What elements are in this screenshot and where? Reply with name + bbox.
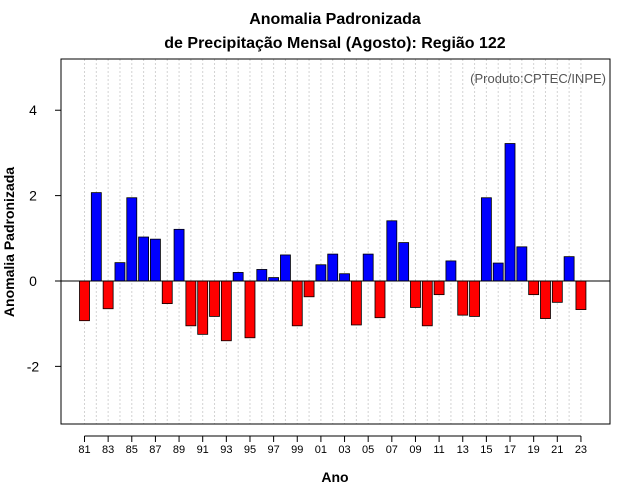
bar-1984: [114, 262, 126, 282]
bars-group: [79, 143, 587, 342]
bar-1997: [268, 277, 280, 282]
bar-2008: [398, 242, 410, 282]
bar-1992: [209, 280, 220, 317]
bar-2001: [315, 264, 327, 282]
bar-1988: [161, 280, 173, 305]
bar-1987: [150, 238, 161, 282]
x-tick-label-15: 15: [480, 444, 492, 456]
bar-1993: [220, 280, 232, 342]
x-tick-label-93: 93: [220, 444, 232, 456]
y-tick-label--2: -2: [27, 358, 40, 374]
x-tick-label-23: 23: [575, 444, 587, 456]
bar-1986: [138, 236, 150, 282]
chart-title-line1: Anomalia Padronizada: [249, 11, 421, 28]
bar-1996: [256, 269, 268, 282]
bar-2003: [339, 273, 350, 282]
x-tick-label-89: 89: [173, 444, 185, 456]
y-tick-label-4: 4: [29, 102, 37, 118]
bar-1999: [291, 280, 303, 327]
x-tick-label-87: 87: [149, 444, 161, 456]
y-axis: -2 0 2 4: [27, 102, 62, 374]
x-axis-label: Ano: [321, 469, 348, 485]
bar-2020: [540, 280, 551, 319]
x-tick-label-21: 21: [551, 444, 563, 456]
x-tick-label-95: 95: [244, 444, 256, 456]
bar-2002: [327, 253, 339, 282]
bar-2013: [457, 280, 469, 316]
bar-1995: [244, 280, 256, 339]
x-tick-label-81: 81: [78, 444, 90, 456]
bar-2009: [410, 280, 421, 308]
x-tick-label-85: 85: [126, 444, 138, 456]
chart-title-line2: de Precipitação Mensal (Agosto): Região …: [164, 35, 506, 52]
y-axis-label: Anomalia Padronizada: [1, 167, 17, 317]
bar-1982: [90, 192, 102, 282]
y-tick-label-2: 2: [29, 188, 37, 204]
x-tick-label-07: 07: [386, 444, 398, 456]
bar-1991: [197, 280, 209, 335]
bar-2017: [504, 143, 516, 282]
x-tick-label-03: 03: [338, 444, 350, 456]
bar-2021: [551, 280, 563, 303]
x-tick-label-13: 13: [457, 444, 469, 456]
x-tick-label-11: 11: [433, 444, 444, 456]
x-tick-label-09: 09: [409, 444, 421, 456]
bar-2011: [433, 280, 445, 296]
bar-2005: [362, 253, 374, 282]
bar-2006: [374, 280, 386, 319]
bar-2015: [480, 197, 492, 282]
bar-1981: [79, 280, 90, 322]
bar-2014: [469, 280, 480, 317]
x-tick-label-05: 05: [362, 444, 374, 456]
credit-label: (Produto:CPTEC/INPE): [470, 71, 606, 86]
bar-2004: [350, 280, 362, 326]
bar-2019: [528, 280, 540, 296]
x-tick-label-99: 99: [291, 444, 303, 456]
bar-2016: [492, 262, 504, 282]
bar-1994: [232, 272, 244, 282]
x-tick-label-83: 83: [102, 444, 114, 456]
y-tick-label-0: 0: [29, 273, 37, 289]
bar-2018: [516, 246, 528, 282]
x-axis: 81 83 85 87 89 91 93 95 97 99 01 03 05 07 09 11 13 15 17 19…: [78, 435, 587, 456]
bar-1998: [280, 254, 291, 282]
bar-2007: [386, 220, 398, 282]
x-tick-label-97: 97: [267, 444, 279, 456]
bar-2023: [575, 280, 587, 310]
bar-2022: [563, 256, 575, 282]
x-tick-label-19: 19: [528, 444, 540, 456]
vertical-gridlines: [84, 59, 582, 424]
bar-1990: [185, 280, 197, 327]
bar-1985: [126, 197, 138, 282]
x-tick-label-91: 91: [197, 444, 209, 456]
bar-2012: [445, 260, 457, 282]
bar-2010: [421, 280, 433, 327]
bar-2000: [303, 280, 315, 298]
x-tick-label-01: 01: [315, 444, 327, 456]
bar-1983: [102, 280, 114, 310]
bar-1989: [173, 228, 185, 282]
x-tick-label-17: 17: [504, 444, 516, 456]
